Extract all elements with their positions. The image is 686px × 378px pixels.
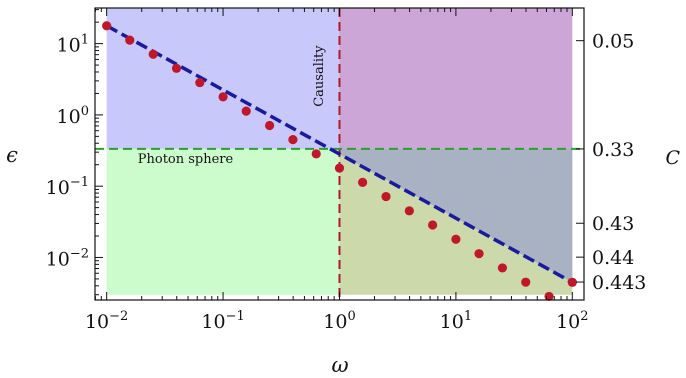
fit-line	[105, 24, 574, 284]
x-axis-title: ω	[331, 353, 348, 377]
right-tick-label: 0.44	[592, 247, 634, 269]
y-tick-label: 101	[57, 33, 89, 57]
y-tick-label: 100	[57, 104, 89, 128]
x-tick-label: 102	[556, 309, 588, 333]
data-point	[218, 92, 228, 102]
causality-label: Causality	[312, 45, 327, 107]
x-tick-label: 10−2	[85, 309, 128, 333]
data-point	[241, 106, 251, 116]
axis-ticks	[94, 8, 584, 300]
right-tick-label: 0.05	[592, 31, 634, 53]
y-axis-title: ϵ	[6, 143, 18, 167]
axis-tick-labels: 10−2 10−1 100 101 102 10−2 10−1 100 101 0.05 0.33 0…	[46, 31, 647, 333]
data-point	[497, 263, 508, 273]
region-0	[106, 8, 340, 149]
x-tick-label: 100	[323, 309, 355, 333]
data-point	[288, 135, 298, 145]
data-point	[265, 120, 275, 131]
data-points	[102, 21, 577, 302]
photon-sphere-label: Photon sphere	[138, 152, 234, 167]
data-point	[428, 220, 438, 230]
data-point	[358, 177, 368, 187]
right-tick-label: 0.443	[592, 272, 646, 294]
data-point	[381, 191, 391, 202]
region-annotations: Causality Photon sphere	[138, 45, 327, 167]
region-2	[106, 148, 340, 295]
region-1	[339, 8, 573, 149]
y-tick-label: 10−1	[46, 175, 89, 199]
data-point	[171, 63, 182, 73]
data-point	[404, 206, 414, 216]
data-point	[334, 163, 345, 173]
data-point	[474, 249, 484, 259]
data-point	[195, 77, 205, 88]
x-tick-label: 101	[440, 309, 472, 333]
data-point	[311, 149, 321, 159]
y-tick-label: 10−2	[46, 246, 89, 270]
data-point	[451, 234, 461, 244]
right-tick-label: 0.43	[592, 213, 634, 235]
x-tick-label: 10−1	[201, 309, 244, 333]
data-point	[567, 277, 577, 287]
data-point	[102, 21, 112, 31]
right-axis-title: C	[665, 147, 680, 169]
fit-line-group	[105, 24, 574, 284]
data-point	[125, 35, 135, 45]
data-point	[148, 49, 158, 59]
data-point	[521, 277, 531, 287]
right-tick-label: 0.33	[592, 139, 634, 161]
